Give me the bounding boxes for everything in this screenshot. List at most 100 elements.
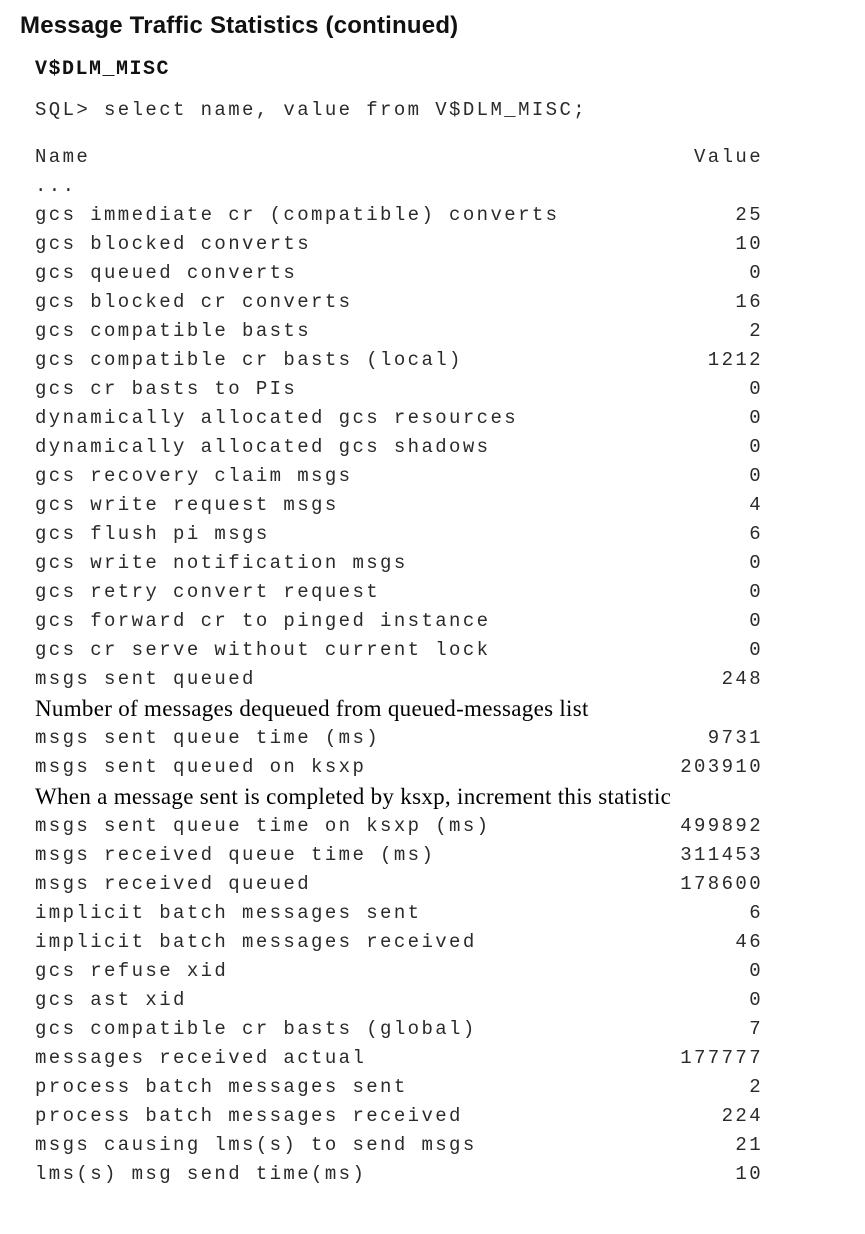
stat-name: msgs sent queue time on ksxp (ms) [35, 815, 491, 837]
table-row: gcs recovery claim msgs 0 [35, 462, 763, 491]
stat-value: 0 [749, 436, 763, 458]
table-row: gcs blocked converts 10 [35, 230, 763, 259]
stat-value: 0 [749, 552, 763, 574]
table-row: gcs flush pi msgs 6 [35, 520, 763, 549]
stat-name: dynamically allocated gcs resources [35, 407, 519, 429]
table-row: msgs sent queue time on ksxp (ms) 499892 [35, 812, 763, 841]
table-row: msgs causing lms(s) to send msgs 21 [35, 1131, 763, 1160]
stat-name: messages received actual [35, 1047, 367, 1069]
stat-value: 311453 [680, 844, 763, 866]
column-header-value: Value [693, 146, 763, 168]
table-row: lms(s) msg send time(ms) 10 [35, 1160, 763, 1189]
stat-name: gcs recovery claim msgs [35, 465, 353, 487]
stat-value: 10 [735, 233, 763, 255]
stat-name: dynamically allocated gcs shadows [35, 436, 491, 458]
stat-name: gcs flush pi msgs [35, 523, 270, 545]
stat-name: msgs causing lms(s) to send msgs [35, 1134, 477, 1156]
stat-name: gcs cr serve without current lock [35, 639, 491, 661]
page-title: Message Traffic Statistics (continued) [20, 12, 459, 39]
annotation-line: Number of messages dequeued from queued-… [35, 696, 589, 721]
table-row: process batch messages sent 2 [35, 1073, 763, 1102]
stat-name: gcs forward cr to pinged instance [35, 610, 491, 632]
stat-name: lms(s) msg send time(ms) [35, 1163, 367, 1185]
stat-value: 203910 [680, 756, 763, 778]
stat-value: 248 [721, 668, 763, 690]
stat-name: gcs compatible cr basts (local) [35, 349, 463, 371]
stats-list: gcs immediate cr (compatible) converts 25… [35, 201, 763, 1189]
stat-value: 0 [749, 407, 763, 429]
stat-value: 177777 [680, 1047, 763, 1069]
stat-name: msgs received queued [35, 873, 312, 895]
column-header-row: Name Value [35, 143, 763, 172]
table-row: gcs blocked cr converts 16 [35, 288, 763, 317]
stat-value: 21 [735, 1134, 763, 1156]
sql-prompt-line: SQL> select name, value from V$DLM_MISC; [35, 99, 588, 121]
table-row: gcs refuse xid 0 [35, 957, 763, 986]
stat-value: 0 [749, 960, 763, 982]
stat-value: 0 [749, 989, 763, 1011]
table-row: gcs forward cr to pinged instance 0 [35, 607, 763, 636]
stat-name: implicit batch messages received [35, 931, 477, 953]
annotation-line: When a message sent is completed by ksxp… [35, 784, 672, 809]
stat-value: 25 [735, 204, 763, 226]
stat-value: 0 [749, 610, 763, 632]
stat-name: gcs cr basts to PIs [35, 378, 298, 400]
stat-name: gcs refuse xid [35, 960, 229, 982]
table-row: msgs sent queue time (ms) 9731 [35, 724, 763, 753]
stat-name: gcs retry convert request [35, 581, 381, 603]
stat-value: 0 [749, 262, 763, 284]
table-row: gcs queued converts 0 [35, 259, 763, 288]
query-output: Name Value ... gcs immediate cr (compati… [35, 143, 763, 1189]
stat-name: msgs received queue time (ms) [35, 844, 436, 866]
table-row: gcs compatible basts 2 [35, 317, 763, 346]
column-header-name: Name [35, 146, 91, 168]
table-row: implicit batch messages sent 6 [35, 899, 763, 928]
stat-name: gcs ast xid [35, 989, 187, 1011]
stat-value: 0 [749, 378, 763, 400]
ellipsis-line: ... [35, 175, 77, 197]
stat-name: process batch messages sent [35, 1076, 408, 1098]
stat-value: 0 [749, 581, 763, 603]
stat-name: gcs immediate cr (compatible) converts [35, 204, 560, 226]
stat-name: msgs sent queued [35, 668, 256, 690]
stat-value: 2 [749, 1076, 763, 1098]
stat-name: msgs sent queued on ksxp [35, 756, 367, 778]
table-row: gcs compatible cr basts (global) 7 [35, 1015, 763, 1044]
table-row: implicit batch messages received 46 [35, 928, 763, 957]
stat-value: 0 [749, 465, 763, 487]
table-row: gcs cr basts to PIs 0 [35, 375, 763, 404]
table-row: gcs ast xid 0 [35, 986, 763, 1015]
table-row: messages received actual 177777 [35, 1044, 763, 1073]
stat-value: 6 [749, 523, 763, 545]
table-row: gcs cr serve without current lock 0 [35, 636, 763, 665]
stat-value: 10 [735, 1163, 763, 1185]
stat-name: implicit batch messages sent [35, 902, 422, 924]
stat-value: 9731 [707, 727, 763, 749]
stat-name: gcs queued converts [35, 262, 298, 284]
table-row: msgs received queue time (ms) 311453 [35, 841, 763, 870]
stat-value: 1212 [707, 349, 763, 371]
stat-name: gcs write notification msgs [35, 552, 408, 574]
table-row: process batch messages received 224 [35, 1102, 763, 1131]
view-name-heading: V$DLM_MISC [35, 58, 171, 81]
table-row: dynamically allocated gcs shadows 0 [35, 433, 763, 462]
stat-name: msgs sent queue time (ms) [35, 727, 381, 749]
stat-value: 2 [749, 320, 763, 342]
table-row: msgs received queued 178600 [35, 870, 763, 899]
stat-name: gcs blocked cr converts [35, 291, 353, 313]
stat-value: 0 [749, 639, 763, 661]
table-row: gcs write request msgs 4 [35, 491, 763, 520]
table-row: msgs sent queued on ksxp 203910 [35, 753, 763, 782]
stat-name: gcs compatible basts [35, 320, 312, 342]
stat-value: 6 [749, 902, 763, 924]
stat-name: gcs blocked converts [35, 233, 312, 255]
table-row: gcs retry convert request 0 [35, 578, 763, 607]
stat-name: gcs write request msgs [35, 494, 339, 516]
stat-value: 178600 [680, 873, 763, 895]
table-row: gcs write notification msgs 0 [35, 549, 763, 578]
document-page: Message Traffic Statistics (continued) V… [20, 12, 763, 1189]
stat-value: 16 [735, 291, 763, 313]
stat-value: 7 [749, 1018, 763, 1040]
stat-value: 224 [721, 1105, 763, 1127]
stat-value: 46 [735, 931, 763, 953]
